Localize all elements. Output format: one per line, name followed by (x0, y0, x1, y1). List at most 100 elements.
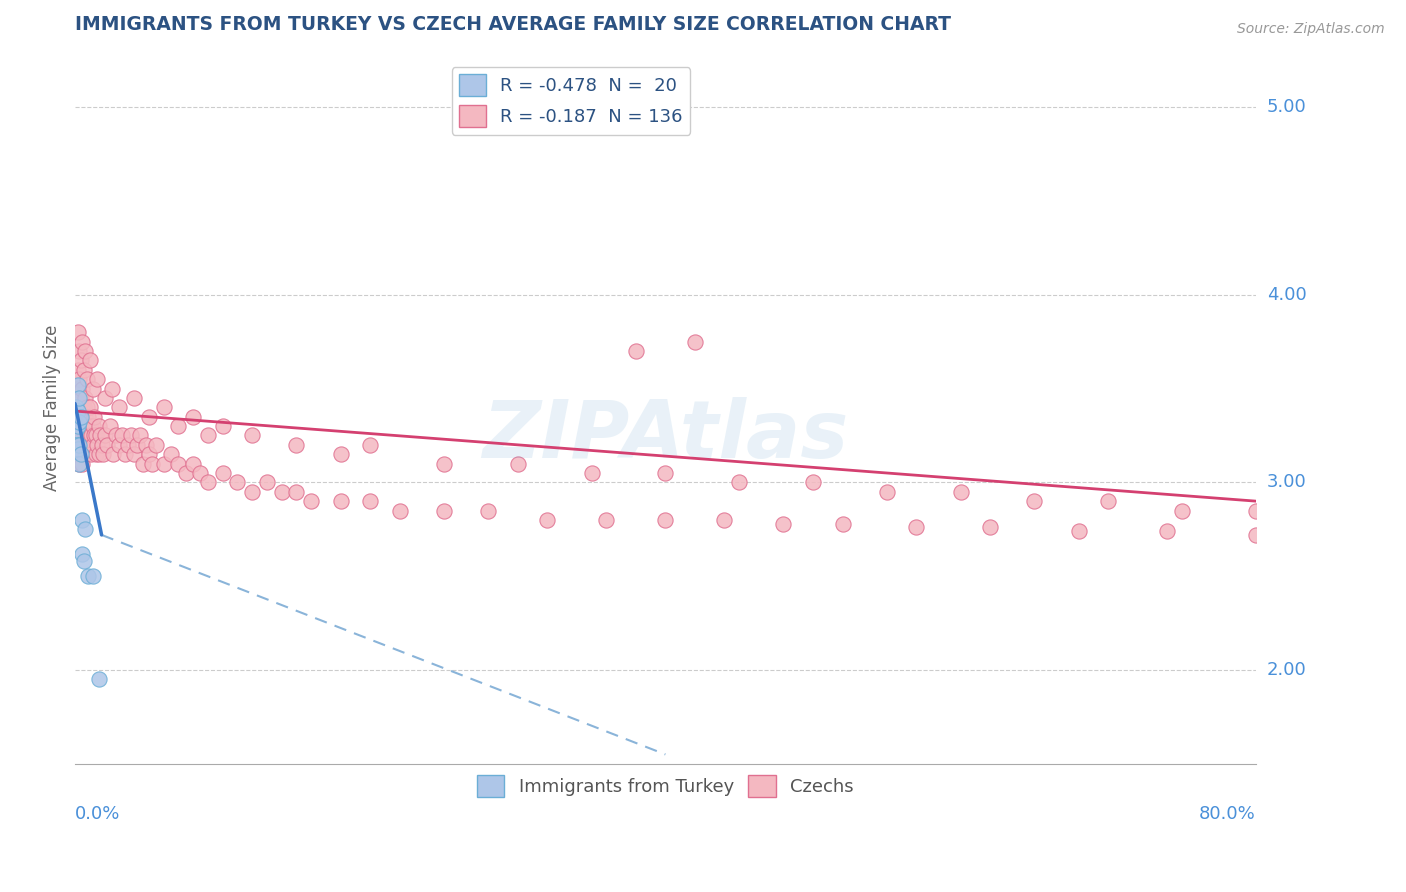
Point (138, 447, 160, 461)
Point (388, 503, 411, 517)
Text: ZIPAtlas: ZIPAtlas (482, 397, 848, 475)
Point (108, 438, 131, 452)
Point (66, 326, 89, 340)
Legend: Immigrants from Turkey, Czechs: Immigrants from Turkey, Czechs (470, 768, 860, 805)
Point (93, 428, 115, 442)
Point (72, 457, 94, 471)
Point (120, 428, 142, 442)
Point (359, 494, 381, 508)
Point (86, 372, 108, 386)
Point (66, 419, 89, 434)
Point (226, 475, 249, 490)
Point (67, 457, 90, 471)
Point (145, 438, 167, 452)
Point (76, 372, 98, 386)
Point (1244, 503, 1267, 517)
Point (285, 484, 308, 499)
Point (73, 419, 96, 434)
Point (70, 409, 93, 424)
Point (77, 428, 100, 442)
Point (67, 344, 90, 359)
Point (89, 428, 111, 442)
Point (65, 438, 87, 452)
Point (117, 438, 139, 452)
Point (70, 391, 93, 405)
Point (477, 503, 499, 517)
Point (73, 401, 96, 415)
Point (125, 438, 148, 452)
Point (433, 503, 456, 517)
Point (67, 391, 90, 405)
Point (84, 447, 107, 461)
Point (152, 401, 174, 415)
Point (91, 447, 114, 461)
Point (70, 447, 93, 461)
Point (65, 409, 87, 424)
Point (100, 419, 122, 434)
Point (713, 513, 735, 527)
Text: 5.00: 5.00 (1267, 98, 1306, 116)
Point (329, 494, 352, 508)
Point (83, 409, 105, 424)
Point (76, 401, 98, 415)
Point (82, 382, 104, 396)
Point (167, 419, 190, 434)
Point (167, 457, 190, 471)
Point (329, 447, 352, 461)
Text: 4.00: 4.00 (1267, 285, 1306, 304)
Point (67, 438, 90, 452)
Point (772, 516, 794, 531)
Point (433, 457, 456, 471)
Point (595, 513, 617, 527)
Point (75, 409, 97, 424)
Point (1097, 494, 1119, 508)
Point (240, 428, 263, 442)
Point (79, 438, 101, 452)
Point (96, 438, 118, 452)
Point (256, 475, 278, 490)
Point (73, 438, 96, 452)
Point (73, 363, 96, 377)
Point (138, 409, 160, 424)
Point (211, 419, 233, 434)
Point (108, 401, 131, 415)
Point (728, 475, 751, 490)
Point (654, 513, 676, 527)
Point (285, 438, 308, 452)
Point (114, 447, 136, 461)
Text: 2.00: 2.00 (1267, 661, 1306, 679)
Text: 0.0%: 0.0% (75, 805, 121, 823)
Point (65, 401, 87, 415)
Point (190, 466, 212, 480)
Point (111, 428, 134, 442)
Point (211, 466, 233, 480)
Point (70, 409, 93, 424)
Text: Source: ZipAtlas.com: Source: ZipAtlas.com (1237, 22, 1385, 37)
Point (66, 391, 89, 405)
Point (132, 457, 155, 471)
Point (70, 447, 93, 461)
Point (72, 438, 94, 452)
Point (72, 547, 94, 561)
Point (949, 484, 972, 499)
Point (73, 554, 96, 568)
Point (76, 438, 98, 452)
Point (83, 428, 105, 442)
Point (683, 334, 706, 349)
Point (654, 466, 676, 480)
Point (160, 447, 183, 461)
Point (174, 466, 197, 480)
Point (581, 466, 603, 480)
Point (72, 428, 94, 442)
Point (536, 513, 558, 527)
Point (70, 419, 93, 434)
Point (80, 428, 103, 442)
Text: 3.00: 3.00 (1267, 474, 1306, 491)
Point (66, 419, 89, 434)
Point (82, 419, 104, 434)
Point (79, 401, 101, 415)
Point (66, 377, 89, 392)
Point (1067, 524, 1090, 538)
Point (87, 673, 110, 687)
Point (197, 428, 219, 442)
